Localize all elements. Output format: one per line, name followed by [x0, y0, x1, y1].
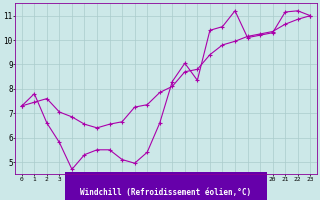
X-axis label: Windchill (Refroidissement éolien,°C): Windchill (Refroidissement éolien,°C) [80, 188, 252, 197]
